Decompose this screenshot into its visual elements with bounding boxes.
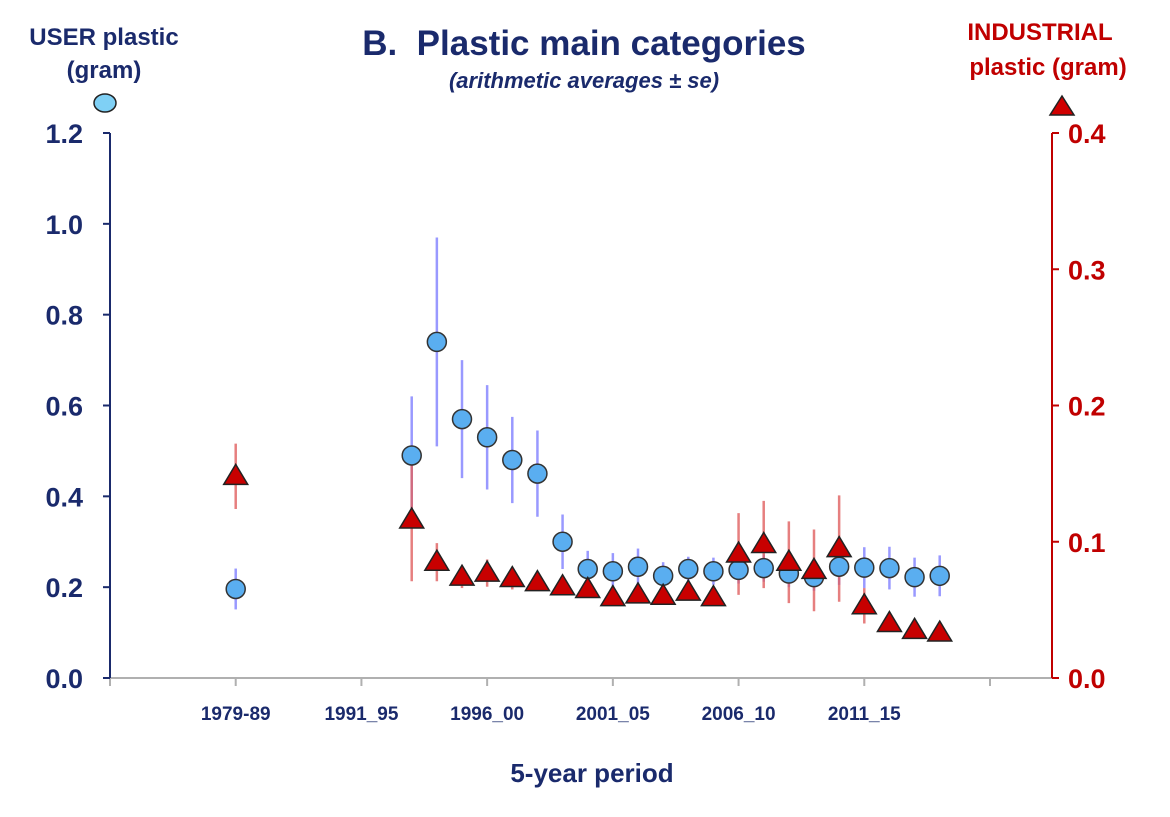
industrial-data-point	[549, 573, 576, 596]
user-data-point	[828, 556, 850, 577]
right-y-tick-label: 0.3	[1068, 255, 1106, 285]
industrial-data-point	[750, 531, 778, 554]
user-data-point	[854, 557, 875, 578]
chart-title: B. Plastic main categories	[362, 24, 806, 63]
user-data-point	[929, 565, 950, 587]
user-data-point	[602, 561, 624, 582]
x-tick-label: 1979-89	[201, 704, 271, 725]
left-axis-title-line1: USER plastic	[29, 24, 178, 51]
user-data-point	[904, 566, 925, 588]
industrial-data-point	[850, 592, 878, 615]
x-tick-label: 1996_00	[450, 704, 524, 725]
user-data-point	[502, 449, 523, 471]
industrial-data-point	[448, 563, 476, 586]
industrial-data-point	[524, 569, 551, 592]
user-data-point	[476, 427, 498, 448]
industrial-data-point	[398, 506, 426, 529]
left-y-tick-label: 0.6	[45, 392, 83, 422]
user-data-point	[401, 445, 422, 466]
left-y-tick-label: 0.8	[45, 301, 83, 331]
left-axis-title-line2: (gram)	[67, 57, 142, 84]
industrial-data-point	[725, 540, 752, 563]
x-tick-label: 2006_10	[702, 704, 776, 725]
right-y-tick-label: 0.4	[1068, 119, 1106, 149]
industrial-data-point	[624, 581, 652, 604]
industrial-data-point	[800, 556, 828, 580]
industrial-data-point	[222, 462, 250, 486]
right-y-tick-label: 0.1	[1068, 528, 1106, 558]
x-tick-label: 2001_05	[576, 704, 650, 725]
user-data-point	[753, 557, 774, 579]
left-legend-circle-icon	[93, 93, 117, 113]
right-y-tick-label: 0.2	[1068, 392, 1106, 422]
left-y-tick-label: 0.2	[45, 573, 83, 603]
industrial-data-point	[674, 578, 702, 601]
user-data-point	[225, 578, 246, 600]
x-axis-title: 5-year period	[510, 758, 673, 788]
left-y-tick-label: 0.0	[45, 664, 83, 694]
industrial-data-point	[599, 584, 627, 607]
user-data-point	[652, 565, 674, 587]
left-y-tick-label: 1.0	[45, 210, 83, 240]
industrial-data-point	[649, 582, 677, 605]
user-data-point	[426, 331, 448, 353]
industrial-data-point	[876, 610, 903, 633]
industrial-data-point	[498, 565, 526, 588]
user-data-point	[451, 408, 473, 430]
industrial-data-point	[901, 616, 928, 640]
left-y-tick-label: 1.2	[45, 119, 83, 149]
user-data-point	[577, 558, 598, 580]
industrial-data-point	[473, 559, 501, 582]
left-y-tick-label: 0.4	[45, 482, 83, 512]
user-data-point	[552, 531, 573, 552]
user-data-point	[527, 463, 548, 484]
industrial-data-point	[423, 548, 451, 571]
x-tick-label: 1991_95	[324, 704, 398, 725]
industrial-data-point	[574, 575, 602, 599]
user-data-point	[703, 561, 724, 582]
user-data-point	[728, 559, 749, 581]
right-legend-triangle-icon	[1048, 94, 1076, 116]
right-axis-title-line2: plastic (gram)	[969, 54, 1126, 81]
user-data-point	[627, 556, 649, 577]
industrial-data-point	[926, 619, 954, 642]
right-axis-title-line1: INDUSTRIAL	[967, 19, 1112, 46]
x-tick-label: 2011_15	[828, 704, 901, 725]
right-y-tick-label: 0.0	[1068, 664, 1106, 694]
user-data-point	[879, 557, 900, 579]
chart-subtitle: (arithmetic averages ± se)	[449, 68, 719, 93]
industrial-data-point	[700, 584, 727, 607]
industrial-data-point	[775, 548, 803, 571]
industrial-data-point	[825, 535, 853, 558]
user-data-point	[678, 558, 699, 580]
